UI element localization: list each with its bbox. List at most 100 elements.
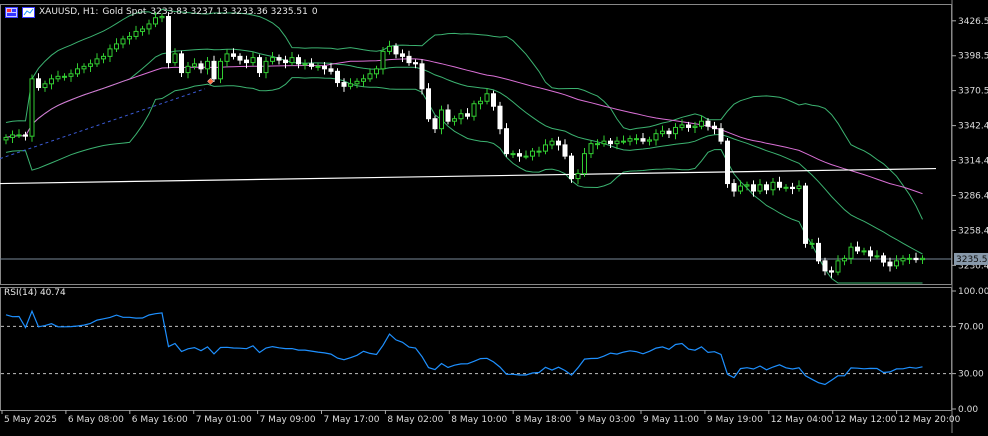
candle[interactable]	[452, 115, 457, 126]
candle[interactable]	[575, 169, 581, 185]
candle[interactable]	[153, 12, 158, 28]
candle[interactable]	[211, 55, 217, 82]
candle[interactable]	[283, 55, 288, 69]
candle[interactable]	[36, 73, 41, 91]
candle[interactable]	[816, 237, 821, 264]
candle[interactable]	[608, 138, 613, 149]
candle[interactable]	[205, 56, 210, 75]
candle[interactable]	[913, 252, 919, 263]
candle[interactable]	[367, 68, 373, 82]
candle[interactable]	[712, 121, 717, 135]
candle[interactable]	[770, 177, 776, 196]
candle[interactable]	[198, 60, 204, 74]
candle[interactable]	[595, 139, 600, 150]
candle[interactable]	[159, 13, 165, 23]
candle[interactable]	[224, 49, 230, 67]
candle[interactable]	[335, 68, 340, 87]
candle[interactable]	[588, 140, 594, 158]
candle[interactable]	[569, 153, 574, 183]
candle[interactable]	[718, 123, 724, 145]
candle[interactable]	[900, 255, 906, 266]
candle[interactable]	[81, 63, 87, 74]
candle[interactable]	[855, 241, 860, 254]
candle[interactable]	[172, 48, 178, 66]
candle[interactable]	[107, 44, 113, 62]
candle[interactable]	[543, 139, 548, 155]
candle[interactable]	[75, 63, 80, 77]
candle[interactable]	[49, 74, 54, 90]
candle[interactable]	[432, 115, 438, 134]
candle[interactable]	[296, 54, 301, 69]
candle[interactable]	[413, 59, 418, 69]
candle[interactable]	[29, 74, 35, 142]
candle[interactable]	[562, 139, 568, 160]
candle[interactable]	[731, 179, 737, 197]
candle[interactable]	[653, 129, 659, 146]
candle[interactable]	[62, 73, 67, 81]
candle[interactable]	[881, 252, 886, 267]
candle[interactable]	[3, 134, 9, 145]
candle[interactable]	[601, 135, 607, 147]
candle[interactable]	[920, 255, 925, 264]
candle[interactable]	[263, 56, 269, 79]
candle[interactable]	[42, 80, 48, 92]
candle[interactable]	[354, 78, 360, 89]
candle[interactable]	[790, 182, 795, 195]
candle[interactable]	[380, 47, 386, 75]
candle[interactable]	[237, 53, 243, 65]
candle[interactable]	[23, 131, 28, 141]
candle[interactable]	[705, 118, 711, 131]
candle[interactable]	[627, 135, 633, 146]
candle[interactable]	[621, 135, 626, 145]
candle[interactable]	[471, 100, 477, 121]
candle[interactable]	[185, 61, 191, 79]
candle[interactable]	[465, 108, 470, 120]
candle[interactable]	[725, 138, 730, 188]
candle[interactable]	[751, 180, 756, 197]
candle[interactable]	[809, 239, 815, 250]
candle[interactable]	[783, 184, 789, 192]
candle[interactable]	[803, 182, 808, 248]
candle[interactable]	[777, 176, 782, 191]
candle[interactable]	[640, 133, 646, 145]
candle[interactable]	[549, 138, 555, 150]
candle[interactable]	[289, 52, 295, 66]
candle[interactable]	[276, 54, 282, 65]
candle[interactable]	[146, 19, 152, 35]
candle[interactable]	[614, 136, 620, 150]
candle[interactable]	[231, 48, 236, 60]
candle[interactable]	[907, 253, 912, 264]
candle[interactable]	[445, 104, 451, 125]
candle[interactable]	[120, 35, 126, 49]
candle[interactable]	[796, 180, 802, 192]
candle[interactable]	[426, 83, 431, 122]
candle[interactable]	[744, 181, 750, 191]
candle[interactable]	[328, 63, 334, 75]
candle[interactable]	[127, 32, 132, 45]
candle[interactable]	[419, 59, 425, 95]
candle[interactable]	[686, 121, 691, 132]
candle[interactable]	[582, 148, 587, 177]
candle[interactable]	[842, 255, 847, 266]
candle[interactable]	[361, 74, 366, 87]
trade-marker-icon[interactable]	[207, 77, 214, 85]
candle[interactable]	[536, 146, 542, 157]
candle[interactable]	[679, 119, 685, 131]
candle[interactable]	[16, 129, 22, 139]
candle[interactable]	[400, 49, 405, 62]
candle[interactable]	[757, 179, 763, 195]
candle[interactable]	[406, 50, 412, 66]
candle[interactable]	[692, 121, 698, 134]
candle[interactable]	[348, 78, 353, 90]
candle[interactable]	[250, 52, 256, 66]
candle[interactable]	[179, 50, 184, 77]
candle[interactable]	[497, 101, 503, 135]
candle[interactable]	[218, 58, 223, 84]
candle[interactable]	[257, 54, 262, 77]
candle[interactable]	[666, 128, 672, 139]
candle[interactable]	[504, 123, 509, 157]
candle[interactable]	[192, 58, 197, 70]
candle[interactable]	[88, 59, 93, 72]
candle[interactable]	[55, 70, 61, 82]
candle[interactable]	[835, 255, 841, 276]
